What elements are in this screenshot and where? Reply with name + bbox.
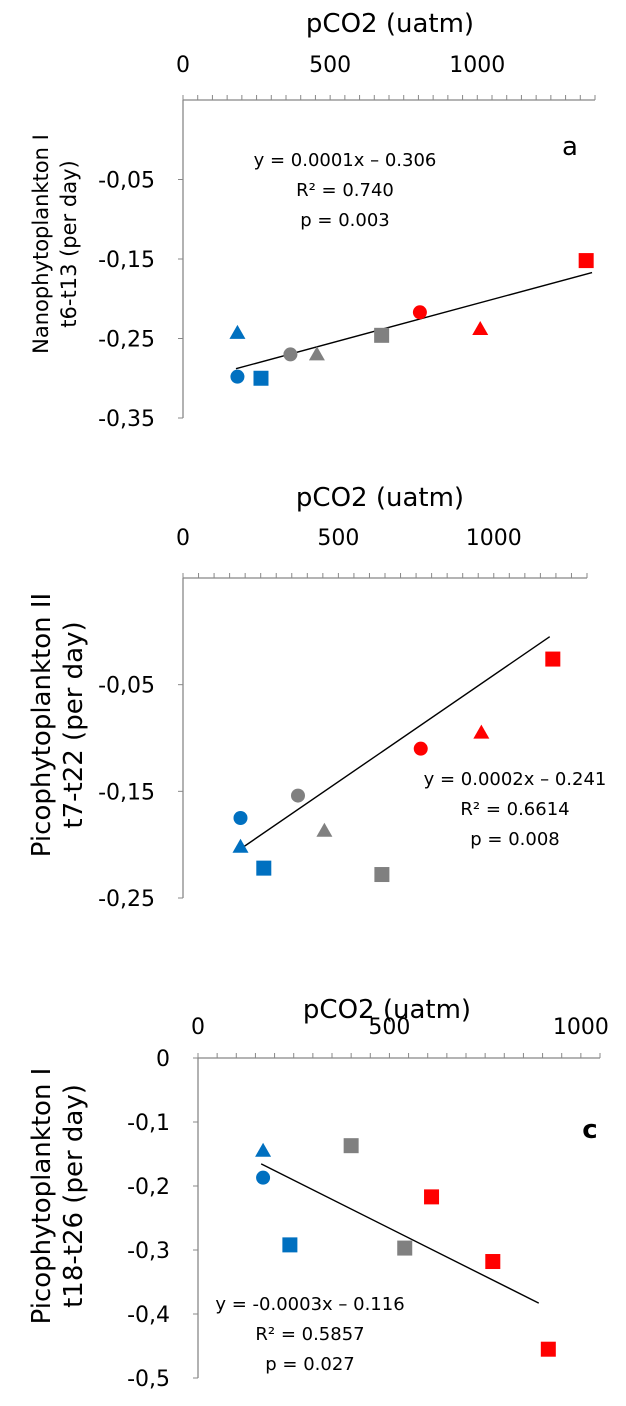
grey-square-point	[374, 867, 390, 883]
red-circle-point	[412, 305, 427, 320]
y-axis-title-line-1: Picophytoplankton I	[27, 1068, 57, 1325]
y-tick-label: -0,25	[98, 887, 155, 912]
regression-equation: y = 0.0002x – 0.241	[424, 769, 607, 790]
panel-label: c	[582, 1115, 597, 1145]
red-square-point	[540, 1341, 556, 1357]
x-axis-title: pCO2 (uatm)	[306, 9, 474, 39]
x-tick-label: 500	[317, 526, 359, 551]
red-square-point	[578, 253, 594, 269]
red-square-point	[485, 1254, 501, 1270]
y-tick-label: -0,15	[98, 248, 155, 273]
x-tick-label: 0	[176, 53, 190, 78]
blue-circle-point	[230, 369, 245, 384]
y-tick-label: -0,05	[98, 674, 155, 699]
blue-square-point	[256, 860, 272, 876]
regression-r-squared: R² = 0.5857	[255, 1324, 364, 1345]
x-tick-label: 1000	[466, 526, 522, 551]
regression-r-squared: R² = 0.6614	[460, 799, 569, 820]
y-axis-title-line-1: Nanophytoplankton I	[29, 134, 53, 354]
grey-triangle-point	[308, 346, 325, 361]
regression-equation: y = 0.0001x – 0.306	[254, 150, 437, 171]
y-axis-title-line-2: t18-t26 (per day)	[59, 1084, 89, 1308]
blue-triangle-point	[255, 1142, 272, 1157]
y-tick-label: -0,1	[127, 1111, 170, 1136]
blue-square-point	[282, 1237, 298, 1253]
trend-line	[260, 1163, 540, 1304]
y-axis-title-line-2: t7-t22 (per day)	[59, 621, 89, 828]
regression-equation: y = -0.0003x – 0.116	[215, 1294, 404, 1315]
x-tick-label: 500	[309, 53, 351, 78]
y-tick-label: -0,3	[127, 1239, 170, 1264]
panel-label: a	[562, 132, 578, 162]
panel-c: pCO2 (uatm) c Picophytoplankton I t18-t2…	[27, 995, 609, 1392]
y-tick-label: -0,15	[98, 780, 155, 805]
x-tick-label: 0	[176, 526, 190, 551]
blue-circle-point	[233, 811, 248, 825]
grey-circle-point	[290, 788, 305, 803]
blue-triangle-point	[229, 324, 246, 339]
grey-circle-point	[283, 347, 298, 362]
grey-square-point	[397, 1240, 413, 1256]
regression-p-value: p = 0.008	[470, 829, 559, 850]
blue-circle-point	[256, 1170, 271, 1185]
panel-a: pCO2 (uatm) a Nanophytoplankton I t6-t13…	[29, 9, 596, 432]
y-tick-label: 0	[156, 1047, 170, 1072]
x-tick-label: 1000	[449, 53, 505, 78]
red-square-point	[424, 1189, 440, 1205]
red-triangle-point	[473, 724, 490, 739]
y-tick-label: -0,25	[98, 328, 155, 353]
x-axis-title: pCO2 (uatm)	[296, 483, 464, 513]
y-tick-label: -0,35	[98, 407, 155, 432]
y-tick-label: -0,2	[127, 1175, 170, 1200]
panel-b: pCO2 (uatm) Picophytoplankton II t7-t22 …	[27, 483, 606, 912]
grey-square-point	[343, 1138, 359, 1154]
y-tick-label: -0,4	[127, 1303, 170, 1328]
x-tick-label: 500	[368, 1015, 410, 1040]
x-tick-label: 0	[191, 1015, 205, 1040]
blue-triangle-point	[232, 838, 249, 853]
blue-square-point	[253, 370, 269, 386]
y-axis-title-line-1: Picophytoplankton II	[27, 593, 57, 857]
red-circle-point	[413, 741, 428, 756]
y-axis-title-line-2: t6-t13 (per day)	[57, 160, 81, 327]
red-triangle-point	[472, 320, 489, 335]
y-tick-label: -0,05	[98, 169, 155, 194]
y-tick-label: -0,5	[127, 1367, 170, 1392]
regression-r-squared: R² = 0.740	[296, 180, 394, 201]
x-axis-title: pCO2 (uatm)	[303, 995, 471, 1025]
grey-triangle-point	[316, 822, 333, 837]
x-tick-label: 1000	[553, 1015, 609, 1040]
regression-p-value: p = 0.003	[300, 210, 389, 231]
trend-line	[238, 636, 551, 851]
regression-p-value: p = 0.027	[265, 1354, 354, 1375]
grey-square-point	[374, 327, 390, 343]
red-square-point	[545, 651, 561, 667]
